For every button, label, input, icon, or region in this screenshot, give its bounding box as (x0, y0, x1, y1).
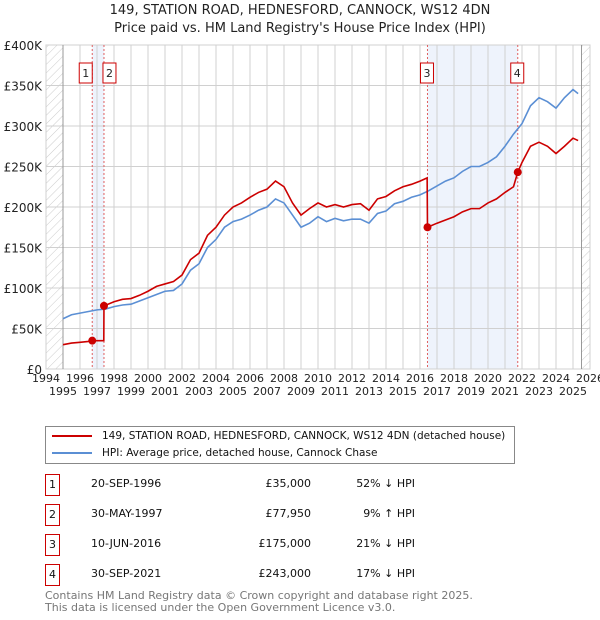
footer-line-1: Contains HM Land Registry data © Crown c… (45, 589, 473, 602)
sale-row: 4 30-SEP-2021 £243,000 17% ↓ HPI (45, 564, 445, 586)
sale-row: 2 30-MAY-1997 £77,950 9% ↑ HPI (45, 504, 445, 526)
sale-hpi-diff: 17% ↓ HPI (356, 567, 415, 580)
x-tick-label: 2009 (287, 385, 315, 398)
y-tick-label: £300K (4, 120, 44, 134)
x-tick-label: 2019 (457, 385, 485, 398)
y-tick-label: £0 (27, 363, 42, 377)
x-tick-label: 2015 (389, 385, 417, 398)
sale-label: 4 (514, 67, 521, 80)
sale-label-box (419, 62, 434, 84)
x-tick-label: 1996 (66, 372, 94, 385)
sale-date: 20-SEP-1996 (91, 477, 162, 490)
chart-title: 149, STATION ROAD, HEDNESFORD, CANNOCK, … (109, 3, 491, 18)
x-tick-label: 1997 (83, 385, 111, 398)
sale-date: 10-JUN-2016 (91, 537, 162, 550)
x-tick-label: 1994 (32, 372, 60, 385)
y-tick-label: £400K (4, 39, 44, 53)
x-tick-label: 2012 (338, 372, 366, 385)
x-tick-label: 2023 (525, 385, 553, 398)
footer-line-2: This data is licensed under the Open Gov… (45, 601, 396, 614)
x-tick-label: 1998 (100, 372, 128, 385)
sale-price: £77,950 (265, 507, 312, 520)
y-tick-label: £150K (4, 242, 44, 256)
sale-label: 1 (82, 67, 89, 80)
y-tick-label: £200K (4, 201, 44, 215)
legend-label: HPI: Average price, detached house, Cann… (102, 447, 378, 459)
sale-marker-number: 2 (45, 504, 60, 526)
x-tick-label: 1995 (49, 385, 77, 398)
y-tick-label: £250K (4, 161, 44, 175)
sale-point (423, 223, 432, 232)
sale-marker-number: 3 (45, 534, 60, 556)
x-tick-label: 2026 (576, 372, 600, 385)
sale-point (99, 301, 108, 310)
x-tick-label: 2020 (474, 372, 502, 385)
sale-label-box (510, 62, 525, 84)
x-tick-label: 2016 (406, 372, 434, 385)
sale-marker-number: 1 (45, 474, 60, 496)
x-tick-label: 2011 (321, 385, 349, 398)
sale-label: 2 (106, 67, 113, 80)
x-tick-label: 1999 (117, 385, 145, 398)
red-line-swatch (52, 435, 92, 437)
sale-label-box (78, 62, 93, 84)
price-paid-line (62, 137, 579, 346)
x-tick-label: 2025 (559, 385, 587, 398)
sale-point (513, 168, 522, 177)
y-tick-label: £350K (4, 80, 44, 94)
legend-item-property: 149, STATION ROAD, HEDNESFORD, CANNOCK, … (52, 430, 505, 442)
sale-row: 3 10-JUN-2016 £175,000 21% ↓ HPI (45, 534, 445, 556)
sale-price: £35,000 (265, 477, 312, 490)
x-tick-label: 2010 (304, 372, 332, 385)
sale-hpi-diff: 9% ↑ HPI (363, 507, 415, 520)
sale-date: 30-SEP-2021 (91, 567, 162, 580)
legend: 149, STATION ROAD, HEDNESFORD, CANNOCK, … (45, 426, 515, 464)
x-tick-label: 2008 (270, 372, 298, 385)
blue-line-swatch (52, 452, 92, 454)
footer: Contains HM Land Registry data © Crown c… (45, 590, 473, 614)
y-tick-label: £50K (11, 323, 43, 337)
x-tick-label: 2024 (542, 372, 570, 385)
x-tick-label: 2007 (253, 385, 281, 398)
sale-row: 1 20-SEP-1996 £35,000 52% ↓ HPI (45, 474, 445, 496)
sale-price: £243,000 (258, 567, 312, 580)
x-tick-label: 2005 (219, 385, 247, 398)
x-tick-label: 2001 (151, 385, 179, 398)
x-tick-label: 2017 (423, 385, 451, 398)
sale-point (88, 336, 97, 345)
y-tick-label: £100K (4, 282, 44, 296)
legend-label: 149, STATION ROAD, HEDNESFORD, CANNOCK, … (102, 430, 506, 442)
x-tick-label: 2018 (440, 372, 468, 385)
sale-hpi-diff: 21% ↓ HPI (356, 537, 415, 550)
price-chart: 1994199519961997199819992000200120022003… (4, 39, 600, 398)
x-tick-label: 2000 (134, 372, 162, 385)
sale-hpi-diff: 52% ↓ HPI (356, 477, 415, 490)
chart-subtitle: Price paid vs. HM Land Registry's House … (114, 21, 486, 36)
x-tick-label: 2002 (168, 372, 196, 385)
sale-marker-number: 4 (45, 564, 60, 586)
x-tick-label: 2003 (185, 385, 213, 398)
sale-label: 3 (423, 67, 430, 80)
x-tick-label: 2013 (355, 385, 383, 398)
sale-date: 30-MAY-1997 (91, 507, 163, 520)
sale-price: £175,000 (258, 537, 312, 550)
legend-item-hpi: HPI: Average price, detached house, Cann… (52, 447, 377, 459)
x-tick-label: 2021 (491, 385, 519, 398)
hpi-line (62, 88, 579, 320)
x-tick-label: 2004 (202, 372, 230, 385)
sale-label-box (102, 62, 117, 84)
x-tick-label: 2014 (372, 372, 400, 385)
x-tick-label: 2006 (236, 372, 264, 385)
x-tick-label: 2022 (508, 372, 536, 385)
